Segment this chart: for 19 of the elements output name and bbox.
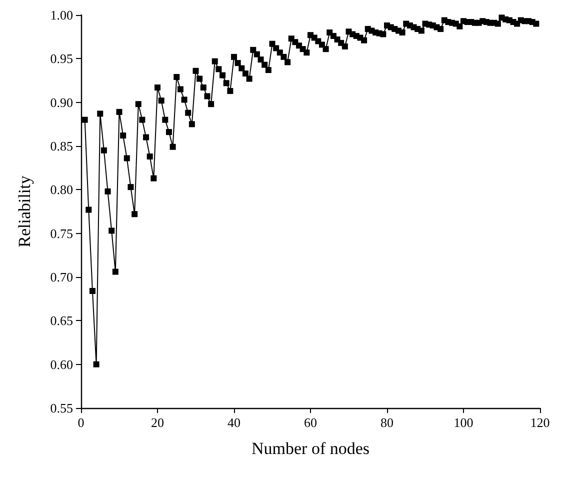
x-tick-label: 40 — [228, 415, 240, 430]
y-tick-label: 0.95 — [50, 51, 73, 66]
x-tick-label: 100 — [454, 415, 474, 430]
y-tick-label: 0.85 — [50, 138, 73, 154]
y-tick-label: 1.00 — [50, 8, 73, 22]
y-tick-label: 0.90 — [50, 94, 73, 110]
x-tick-label: 20 — [151, 415, 164, 430]
y-tick-label: 0.80 — [50, 182, 73, 198]
x-tick-label: 0 — [78, 415, 84, 430]
x-tick-label: 60 — [304, 415, 317, 430]
y-tick-label: 0.55 — [50, 400, 73, 416]
y-tick-label: 0.70 — [50, 270, 73, 284]
y-axis-title: Reliability — [15, 175, 34, 248]
y-tick-label: 0.65 — [50, 313, 73, 328]
y-tick-label: 0.60 — [50, 356, 73, 372]
x-tick-label: 80 — [380, 415, 394, 430]
x-tick-label: 120 — [530, 415, 550, 430]
x-axis-title: Number of nodes — [251, 439, 370, 458]
y-tick-label: 0.75 — [50, 226, 73, 241]
